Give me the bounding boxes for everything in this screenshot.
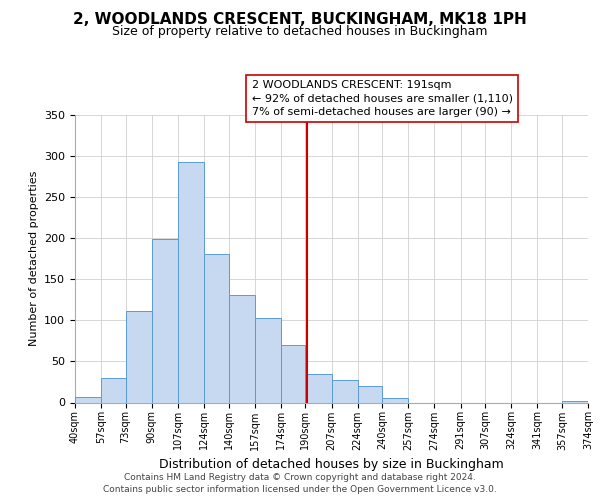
Bar [382,398,408,402]
Bar [331,380,358,402]
Bar [358,386,382,402]
Y-axis label: Number of detached properties: Number of detached properties [29,171,38,346]
Text: Contains public sector information licensed under the Open Government Licence v3: Contains public sector information licen… [103,485,497,494]
Bar [255,318,281,402]
Bar [152,239,178,402]
Bar [204,254,229,402]
Text: Size of property relative to detached houses in Buckingham: Size of property relative to detached ho… [112,25,488,38]
Bar [101,378,125,402]
Bar [562,401,588,402]
Bar [305,374,331,402]
Text: 2, WOODLANDS CRESCENT, BUCKINGHAM, MK18 1PH: 2, WOODLANDS CRESCENT, BUCKINGHAM, MK18 … [73,12,527,28]
Bar [125,310,152,402]
Bar [75,397,101,402]
Text: 2 WOODLANDS CRESCENT: 191sqm
← 92% of detached houses are smaller (1,110)
7% of : 2 WOODLANDS CRESCENT: 191sqm ← 92% of de… [251,80,512,116]
X-axis label: Distribution of detached houses by size in Buckingham: Distribution of detached houses by size … [159,458,504,471]
Bar [281,345,305,403]
Bar [178,162,204,402]
Bar [229,295,255,403]
Text: Contains HM Land Registry data © Crown copyright and database right 2024.: Contains HM Land Registry data © Crown c… [124,472,476,482]
